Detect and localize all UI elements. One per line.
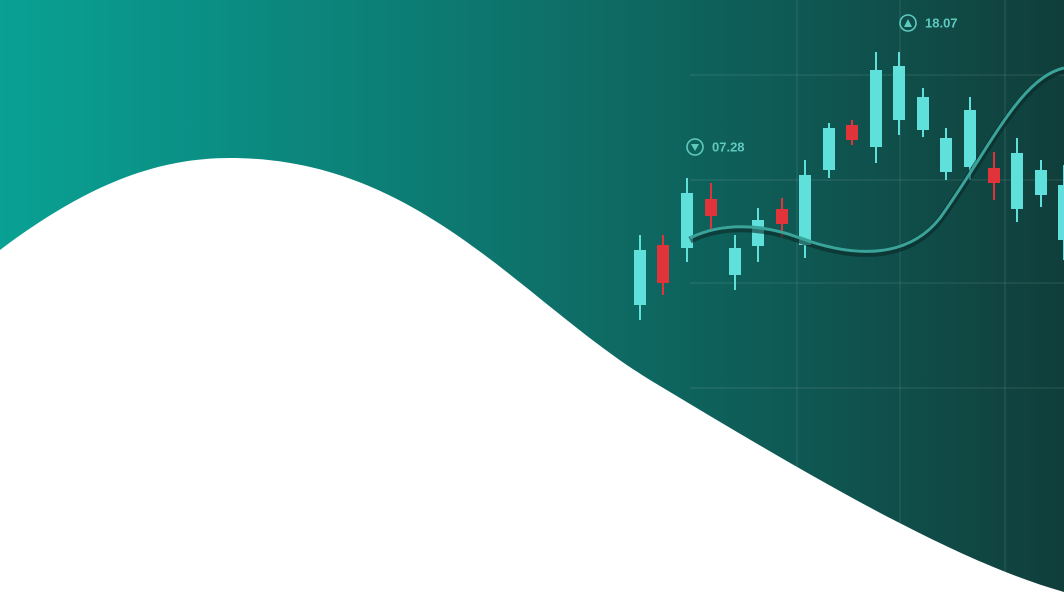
marker-low: 07.28 <box>686 138 745 156</box>
candles <box>634 52 1064 320</box>
candle-body <box>917 97 929 130</box>
candle-body <box>940 138 952 172</box>
marker-label: 18.07 <box>925 15 958 30</box>
candle-body <box>823 128 835 170</box>
candle-body <box>729 248 741 275</box>
candle-body <box>657 245 669 283</box>
candle-body <box>799 175 811 245</box>
candle-body <box>681 193 693 248</box>
marker-high: 18.07 <box>899 14 958 32</box>
candle-body <box>634 250 646 305</box>
candle-body <box>893 66 905 120</box>
candle-body <box>776 209 788 224</box>
candle-body <box>988 168 1000 183</box>
trend-line <box>689 66 1064 253</box>
candle-body <box>1011 153 1023 209</box>
candle-body <box>705 199 717 216</box>
marker-label: 07.28 <box>712 139 745 154</box>
candle-body <box>846 125 858 140</box>
candle-body <box>1058 185 1064 240</box>
candle-body <box>1035 170 1047 195</box>
candle-body <box>870 70 882 147</box>
white-wave <box>0 158 1064 598</box>
candle-body <box>964 110 976 167</box>
